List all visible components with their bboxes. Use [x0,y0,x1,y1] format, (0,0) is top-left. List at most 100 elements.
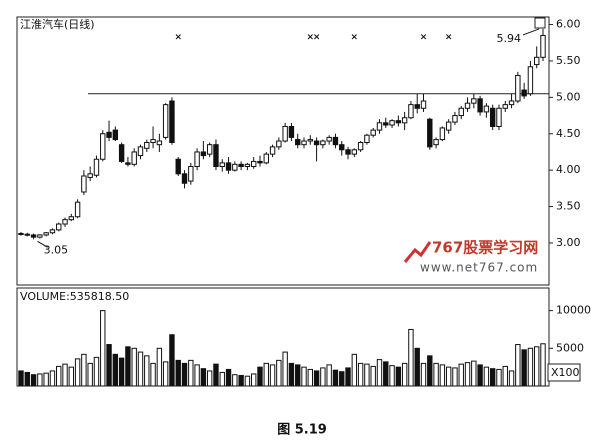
annotation-label: 5.94 [497,32,522,45]
y-tick-label: 5.50 [556,54,581,67]
annotation-arrow [37,240,48,248]
candle-body [282,125,288,142]
candle-body [351,149,358,155]
candle-body [62,219,68,225]
volume-bar [257,366,263,387]
volume-bar [320,367,326,387]
volume-bar [502,365,508,387]
volume-bar [125,346,131,387]
volume-bar [219,371,225,387]
volume-bar [395,366,402,387]
volume-bar [68,366,75,387]
volume-bar [401,362,408,387]
volume-bar [540,343,546,387]
candle-body [276,140,282,148]
candle-body [206,144,213,155]
candle-body [131,151,137,165]
volume-bar [534,346,540,387]
volume-bar [74,358,81,387]
volume-bar [169,334,175,387]
logo [403,241,432,263]
candle-body [269,146,276,155]
volume-bar [345,367,351,387]
caption: 图 5.19 [277,423,327,438]
candle-body [169,100,175,143]
candle-body [225,162,232,171]
volume-bar [383,361,389,387]
candle-body [156,140,163,146]
candle-body [458,107,464,117]
candle-body [489,107,496,127]
candle-body [263,153,269,164]
volume-bar [37,373,43,387]
volume-bar [445,366,452,387]
volume-bar [464,362,471,387]
volume-bar [112,353,119,387]
volume-bar [24,371,30,387]
volume-bar [118,357,125,387]
signal-mark: × [174,33,182,43]
volume-bar [131,347,137,387]
volume-bar [439,364,446,387]
candle-body [307,139,314,142]
signal-mark: × [420,33,428,43]
annotation-label: 3.05 [44,243,68,256]
volume-unit: X100 [551,366,580,379]
volume-bar [106,344,112,387]
volume-bar [496,368,502,387]
candle-body [364,134,370,143]
candle-body [93,158,100,176]
volume-bar [515,344,521,387]
candle-body [194,151,200,168]
candle-body [250,160,257,168]
volume-bar [508,370,515,387]
volume-bar [295,364,301,387]
signal-mark: × [351,33,359,43]
volume-bar [150,362,156,387]
candle-body [320,140,326,146]
candle-body [118,144,125,162]
volume-bar [206,370,213,387]
candle-body [433,139,439,146]
candle-body [464,102,471,109]
candle-body [188,166,194,182]
volume-bar [332,369,339,387]
candle-body [420,100,427,109]
volume-bar [389,365,395,387]
volume-bar [376,359,383,387]
candle-body [332,136,339,146]
candle-body [383,122,389,126]
candle-body [74,201,81,218]
volume-bar [326,364,332,387]
candle-body [357,141,364,151]
candle-body [395,120,402,124]
volume-bar [162,361,169,387]
signal-mark: × [313,33,321,43]
volume-bar [137,351,144,387]
volume-bar [188,359,194,387]
volume-bar [458,363,464,387]
volume-bar [156,347,163,387]
candle-body [508,100,515,106]
volume-bar [175,359,181,387]
volume-bar [351,353,358,387]
volume-bar [263,362,269,387]
candle-body [112,129,119,141]
candle-body [257,160,263,164]
candle-body [521,89,527,97]
volume-bar [364,363,370,387]
volume-bar [357,362,364,387]
volume-tick-label: 5000 [556,341,584,354]
candle-body [238,163,244,168]
y-tick-label: 4.50 [556,127,581,140]
candle-body [339,144,345,151]
volume-bar [87,362,93,387]
candle-body [389,120,395,126]
candle-body [471,98,477,104]
candle-body [502,104,508,109]
volume-bar [250,373,257,387]
volume-bar [282,351,288,387]
candle-body [213,144,219,168]
volume-bar [18,370,24,387]
